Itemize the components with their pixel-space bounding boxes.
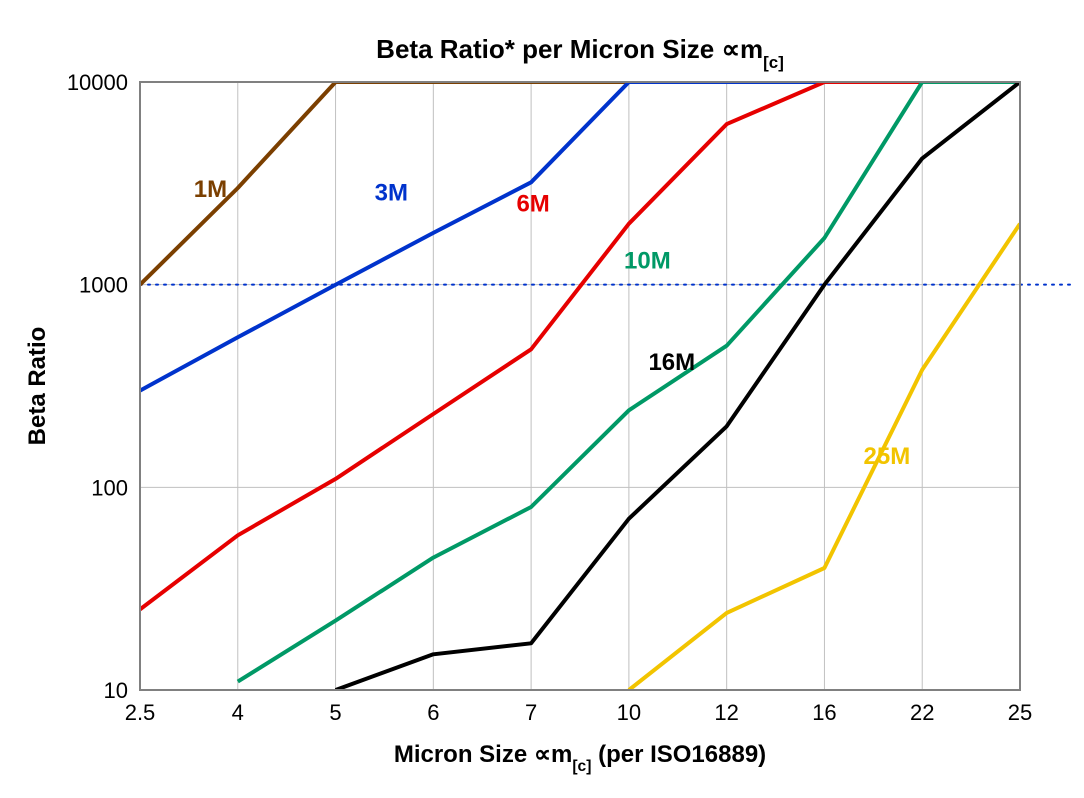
series-label-10M: 10M bbox=[624, 248, 671, 275]
y-tick-label: 10000 bbox=[67, 70, 128, 95]
y-tick-label: 100 bbox=[91, 475, 128, 500]
y-axis-label: Beta Ratio bbox=[24, 327, 51, 446]
y-tick-label: 1000 bbox=[79, 273, 128, 298]
x-tick-label: 25 bbox=[1008, 700, 1032, 725]
series-label-16M: 16M bbox=[648, 349, 695, 376]
x-tick-label: 4 bbox=[232, 700, 244, 725]
x-tick-label: 2.5 bbox=[125, 700, 156, 725]
series-label-1M: 1M bbox=[194, 176, 227, 203]
y-tick-label: 10 bbox=[104, 678, 128, 703]
beta-ratio-chart: 2.5 4 5 6 7 10 12 16 22 25 10 100 1000 10000 Beta Rati… bbox=[0, 0, 1084, 798]
x-tick-label: 16 bbox=[812, 700, 836, 725]
x-tick-label: 10 bbox=[617, 700, 641, 725]
series-label-3M: 3M bbox=[375, 180, 408, 207]
x-tick-label: 6 bbox=[427, 700, 439, 725]
x-tick-label: 5 bbox=[329, 700, 341, 725]
series-label-25M: 25M bbox=[864, 443, 911, 470]
chart-svg: 2.5 4 5 6 7 10 12 16 22 25 10 100 1000 10000 Beta Rati… bbox=[0, 0, 1084, 798]
x-tick-label: 7 bbox=[525, 700, 537, 725]
series-label-6M: 6M bbox=[516, 190, 549, 217]
x-tick-label: 22 bbox=[910, 700, 934, 725]
x-tick-label: 12 bbox=[714, 700, 738, 725]
